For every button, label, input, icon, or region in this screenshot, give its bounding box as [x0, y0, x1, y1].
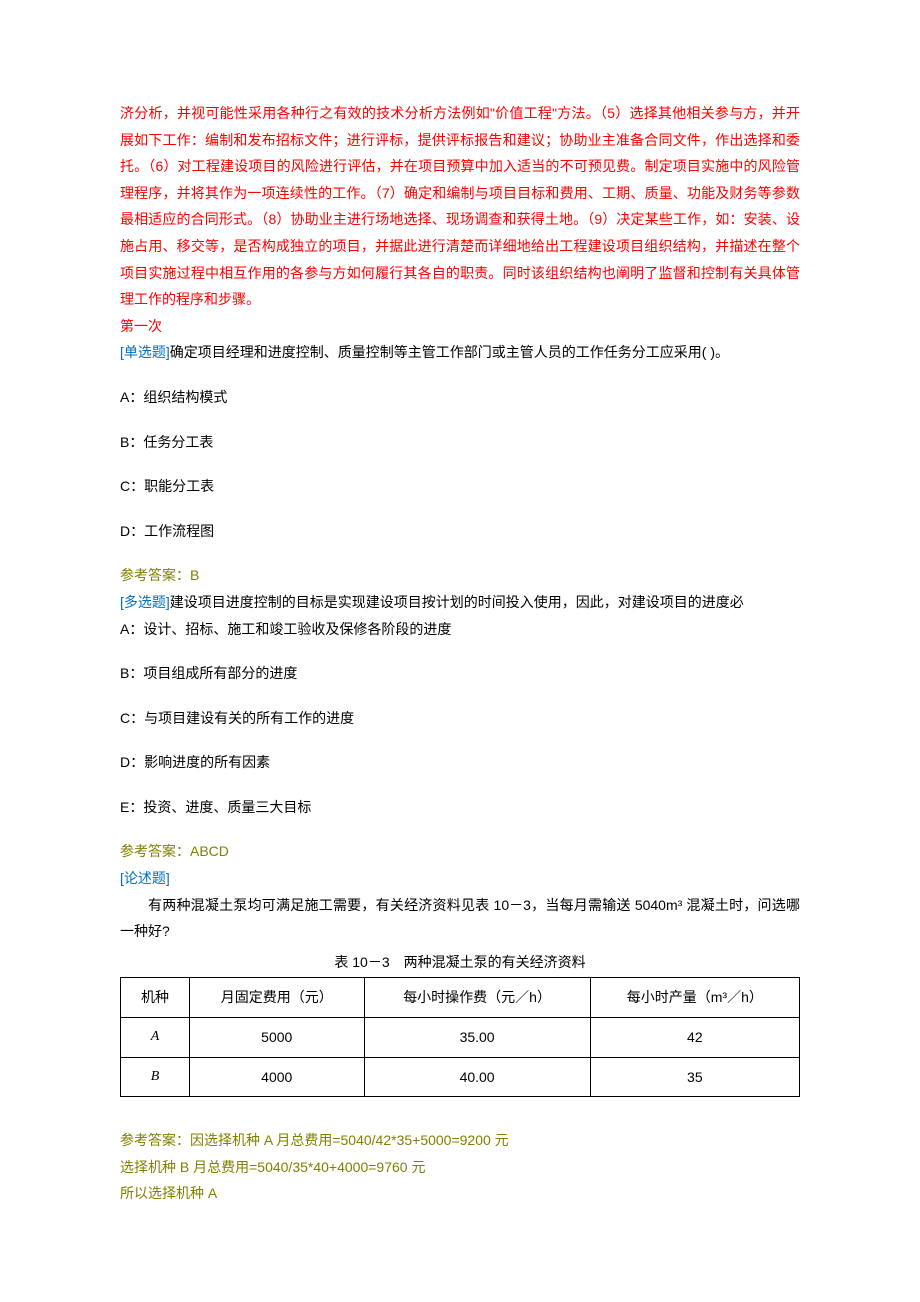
option-a: A：设计、招标、施工和竣工验收及保修各阶段的进度 [120, 616, 800, 643]
answer-line: 参考答案：B [120, 562, 800, 589]
question-tag: [多选题] [120, 594, 170, 610]
answer-line-2: 选择机种 B 月总费用=5040/35*40+4000=9760 元 [120, 1154, 800, 1181]
table-header-row: 机种 月固定费用（元） 每小时操作费（元／h） 每小时产量（m³／h） [121, 978, 800, 1018]
option-a: A：组织结构模式 [120, 384, 800, 411]
option-b: B：任务分工表 [120, 429, 800, 456]
answer-value: B [190, 567, 199, 583]
option-c: C：职能分工表 [120, 473, 800, 500]
question-stem: 建设项目进度控制的目标是实现建设项目按计划的时间投入使用，因此，对建设项目的进度… [170, 594, 744, 610]
document-page: 济分析，并视可能性采用各种行之有效的技术分析方法例如"价值工程"方法。（5）选择… [0, 0, 920, 1302]
option-c: C：与项目建设有关的所有工作的进度 [120, 705, 800, 732]
cell: B [121, 1057, 190, 1097]
cell: 35.00 [364, 1018, 590, 1058]
table-row: A 5000 35.00 42 [121, 1018, 800, 1058]
option-d: D：工作流程图 [120, 518, 800, 545]
answer-block: 参考答案：因选择机种 A 月总费用=5040/42*35+5000=9200 元… [120, 1127, 800, 1207]
answer-line-1: 因选择机种 A 月总费用=5040/42*35+5000=9200 元 [190, 1132, 509, 1148]
spacer [120, 1097, 800, 1127]
col-hourly-op: 每小时操作费（元／h） [364, 978, 590, 1018]
cell: 5000 [190, 1018, 365, 1058]
option-e: E：投资、进度、质量三大目标 [120, 794, 800, 821]
answer-line-3: 所以选择机种 A [120, 1180, 800, 1207]
section-heading: 第一次 [120, 313, 800, 340]
answer-value: ABCD [190, 843, 229, 859]
cell: 40.00 [364, 1057, 590, 1097]
question-2: [多选题]建设项目进度控制的目标是实现建设项目按计划的时间投入使用，因此，对建设… [120, 589, 800, 865]
question-3: [论述题] 有两种混凝土泵均可满足施工需要，有关经济资料见表 10－3，当每月需… [120, 865, 800, 1207]
answer-line: 参考答案：ABCD [120, 838, 800, 865]
question-tag: [论述题] [120, 865, 800, 892]
economic-table: 机种 月固定费用（元） 每小时操作费（元／h） 每小时产量（m³／h） A 50… [120, 977, 800, 1097]
cell: A [121, 1018, 190, 1058]
question-stem: 确定项目经理和进度控制、质量控制等主管工作部门或主管人员的工作任务分工应采用( … [170, 344, 729, 360]
answer-label: 参考答案： [120, 567, 190, 583]
question-stem: 有两种混凝土泵均可满足施工需要，有关经济资料见表 10－3，当每月需输送 504… [120, 892, 800, 945]
col-fixed-cost: 月固定费用（元） [190, 978, 365, 1018]
intro-paragraph: 济分析，并视可能性采用各种行之有效的技术分析方法例如"价值工程"方法。（5）选择… [120, 100, 800, 313]
cell: 42 [590, 1018, 799, 1058]
question-tag: [单选题] [120, 344, 170, 360]
option-d: D：影响进度的所有因素 [120, 749, 800, 776]
question-1: [单选题]确定项目经理和进度控制、质量控制等主管工作部门或主管人员的工作任务分工… [120, 339, 800, 589]
option-b: B：项目组成所有部分的进度 [120, 660, 800, 687]
cell: 35 [590, 1057, 799, 1097]
col-machine: 机种 [121, 978, 190, 1018]
table-title: 表 10－3 两种混凝土泵的有关经济资料 [120, 949, 800, 976]
answer-label: 参考答案： [120, 1132, 190, 1148]
cell: 4000 [190, 1057, 365, 1097]
table-row: B 4000 40.00 35 [121, 1057, 800, 1097]
col-hourly-output: 每小时产量（m³／h） [590, 978, 799, 1018]
answer-label: 参考答案： [120, 843, 190, 859]
